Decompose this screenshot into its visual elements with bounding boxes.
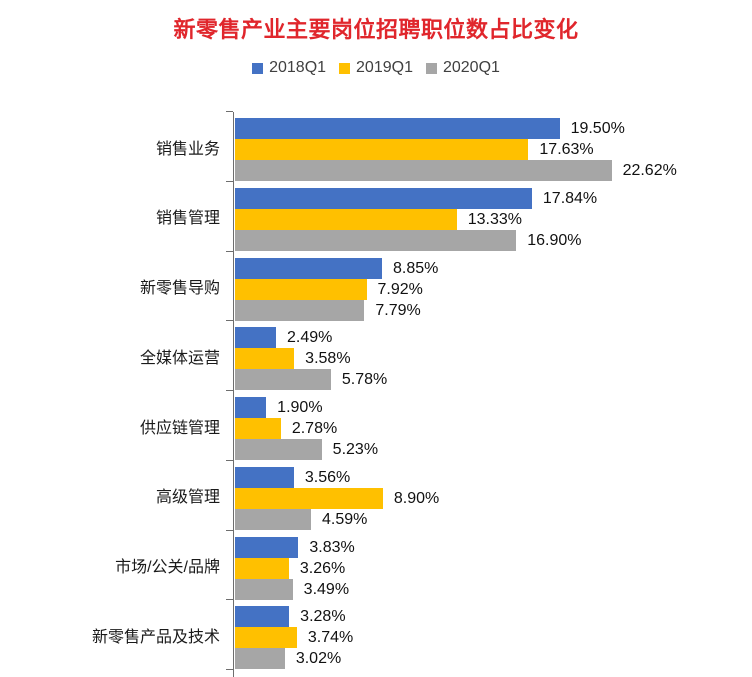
bar-value-label: 3.02% [295,650,342,668]
category-label: 新零售导购 [139,280,220,297]
bar-2019Q1 [234,208,457,230]
bar-value-label: 1.90% [277,399,323,416]
axis-tick [226,459,233,461]
bar-2020Q1 [234,299,365,321]
legend-label: 2020Q1 [442,59,500,76]
legend-swatch-icon [339,62,351,74]
bar-value-label: 16.90% [527,231,582,249]
bar-2019Q1 [234,139,529,160]
bar-2020Q1 [234,508,311,530]
category-label: 市场/公关/品牌 [115,559,220,576]
bar-2018Q1 [234,327,276,349]
axis-tick [226,250,233,252]
category-label: 全媒体运营 [139,349,220,367]
bar-value-label: 3.56% [304,468,351,486]
bar-value-label: 2.78% [291,420,338,437]
bar-value-label: 3.26% [299,559,346,577]
bar-2020Q1 [234,229,517,251]
bar-value-label: 8.85% [393,259,439,277]
bar-value-label: 17.84% [542,189,598,207]
axis-tick [226,529,233,531]
bar-2018Q1 [234,397,267,418]
bar-value-label: 7.92% [377,280,423,298]
bar-2018Q1 [234,187,532,209]
legend-item-2020Q1: 2020Q1 [425,59,500,77]
category-label: 高级管理 [155,489,220,507]
bar-2018Q1 [234,466,294,488]
legend-label: 2019Q1 [356,59,413,76]
bar-2020Q1 [234,160,612,181]
bar-value-label: 3.83% [309,538,355,556]
bar-2019Q1 [234,487,383,509]
axis-tick [226,390,233,391]
bar-value-label: 3.28% [300,608,346,626]
bar-value-label: 3.74% [307,629,354,647]
bar-2019Q1 [234,348,295,370]
bar-value-label: 5.23% [332,441,379,458]
axis-tick [226,669,233,670]
legend: 2018Q1 2019Q1 2020Q1 [0,59,752,77]
bar-value-label: 5.78% [341,371,388,389]
bar-2019Q1 [234,278,367,300]
category-label: 供应链管理 [139,419,220,437]
category-label: 销售管理 [155,210,220,228]
legend-item-2018Q1: 2018Q1 [252,59,326,77]
legend-swatch-icon [252,62,264,74]
bar-value-label: 7.79% [375,301,421,319]
bar-value-label: 22.62% [622,162,677,179]
bar-value-label: 2.49% [287,329,333,347]
plot-area: 销售业务 19.50% 17.63% 22.62% 销售管理 17.84% 13.33% 16… [0,111,752,677]
bar-value-label: 8.90% [393,489,440,507]
bar-value-label: 4.59% [322,510,368,528]
bar-2018Q1 [234,606,290,628]
legend-swatch-icon [425,62,437,74]
axis-tick [226,320,233,322]
category-label: 销售业务 [155,140,220,158]
bar-2019Q1 [234,557,289,579]
axis-tick [226,111,233,112]
axis-tick [226,180,233,182]
chart-title: 新零售产业主要岗位招聘职位数占比变化 [173,17,579,42]
bar-2018Q1 [234,257,383,279]
bar-2018Q1 [234,536,299,558]
bar-2019Q1 [234,627,297,649]
category-label: 新零售产品及技术 [91,628,220,646]
bar-value-label: 19.50% [570,120,625,137]
bar-value-label: 3.58% [305,350,351,368]
bar-value-label: 3.49% [303,580,350,598]
bar-2020Q1 [234,439,322,460]
bar-2020Q1 [234,369,331,391]
bar-2020Q1 [234,648,285,670]
axis-tick [226,599,233,601]
legend-item-2019Q1: 2019Q1 [339,59,413,77]
bar-2018Q1 [234,118,560,139]
bar-value-label: 17.63% [539,141,594,158]
bar-value-label: 13.33% [467,210,522,228]
bar-2020Q1 [234,578,293,600]
bar-2019Q1 [234,418,281,439]
legend-label: 2018Q1 [269,59,327,76]
category-axis-line [233,112,234,677]
